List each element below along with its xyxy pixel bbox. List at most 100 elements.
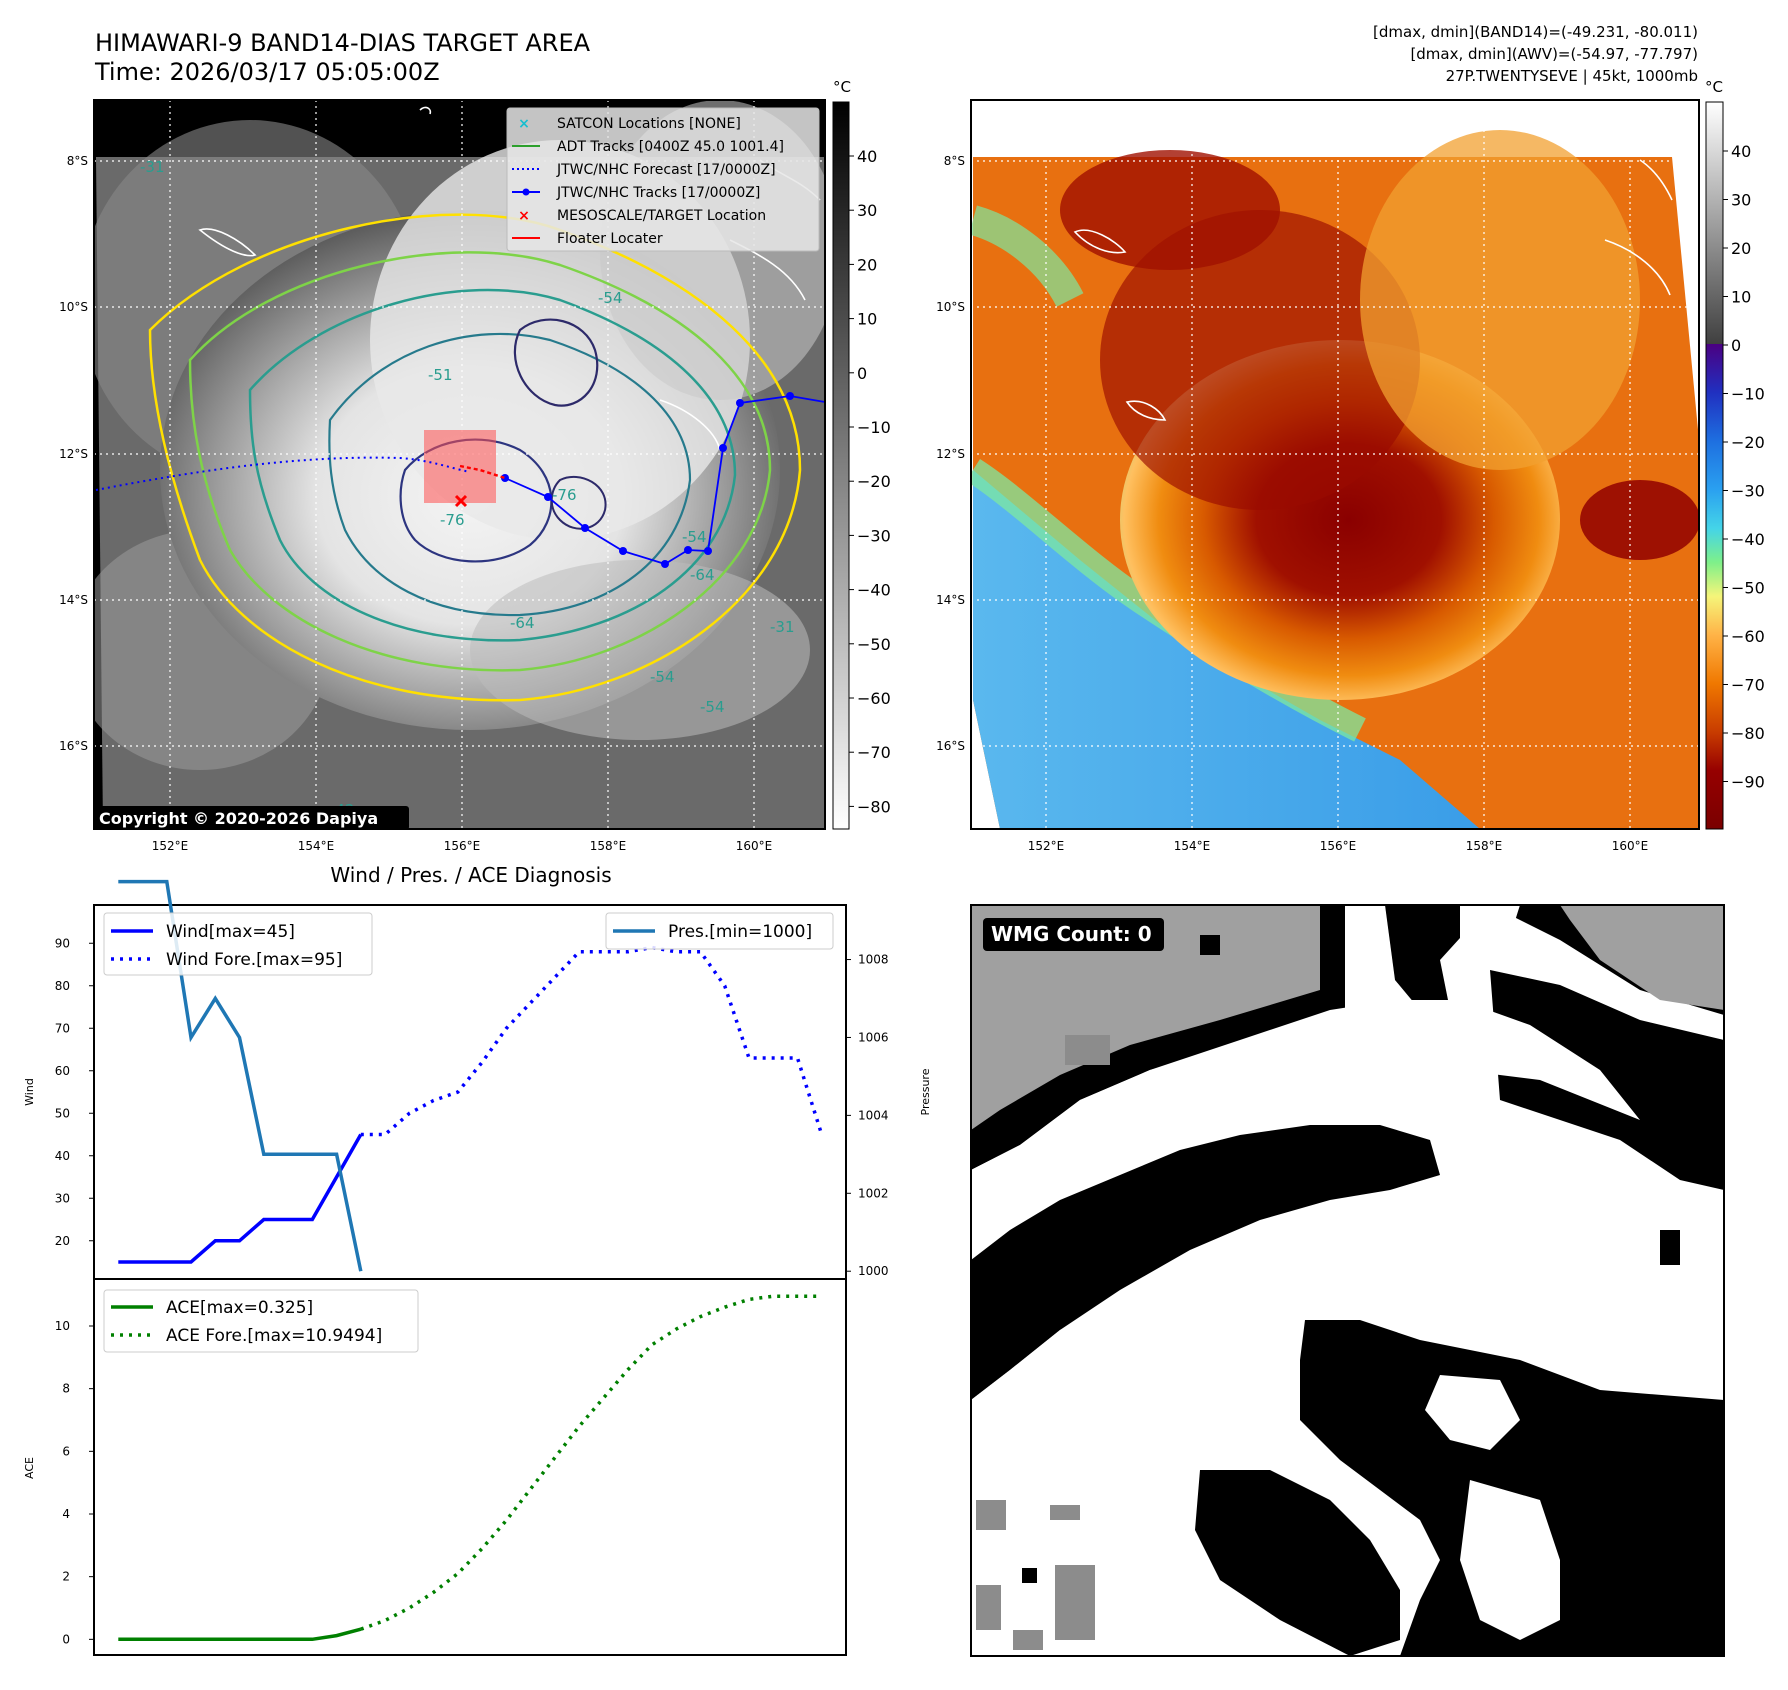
colorbar-color-tick: −20 — [1731, 433, 1765, 452]
colorbar-color-tick: 40 — [1731, 142, 1751, 161]
colorbar-grayscale: °C 40 30 20 10 0 −10 −20 −30 −40 −50 −60 −70 −80 — [832, 78, 891, 830]
colorbar-gray-tick: 10 — [857, 310, 877, 329]
wind-ytick-label: 70 — [55, 1021, 70, 1035]
series-line — [360, 945, 824, 1137]
figure-title: HIMAWARI-9 BAND14-DIAS TARGET AREA — [95, 29, 591, 57]
colorbar-gray-tick: −60 — [857, 689, 891, 708]
colorbar-gray-tick: 0 — [857, 364, 867, 383]
info-line-band14: [dmax, dmin](BAND14)=(-49.231, -80.011) — [1373, 23, 1698, 41]
info-line-storm: 27P.TWENTYSEVE | 45kt, 1000mb — [1446, 67, 1698, 85]
colorbar-gray-tick: −20 — [857, 472, 891, 491]
pressure-axis-label: Pressure — [919, 1068, 932, 1115]
lon-tick-label: 154°E — [298, 839, 335, 853]
legend-item: ADT Tracks [0400Z 45.0 1001.4] — [512, 139, 784, 155]
legend-item: JTWC/NHC Forecast [17/0000Z] — [512, 162, 776, 178]
ace-ytick-label: 6 — [62, 1444, 70, 1458]
legend-label: Floater Locater — [557, 231, 663, 247]
colorbar-color-tick: 0 — [1731, 336, 1741, 355]
ace-ytick-label: 8 — [62, 1382, 70, 1396]
legend-item: JTWC/NHC Tracks [17/0000Z] — [512, 185, 760, 201]
colorbar-gray-tick: −10 — [857, 418, 891, 437]
pressure-ytick-label: 1006 — [858, 1030, 889, 1044]
figure-time: Time: 2026/03/17 05:05:00Z — [94, 58, 440, 86]
contour-label: -54 — [682, 528, 707, 546]
map-color-panel — [970, 99, 1700, 830]
wind-axis-label: Wind — [23, 1078, 36, 1106]
colorbar-color-tick: −40 — [1731, 530, 1765, 549]
contour-label: -64 — [690, 566, 715, 584]
lon-tick-label: 152°E — [1028, 839, 1065, 853]
legend-label: MESOSCALE/TARGET Location — [557, 208, 766, 224]
lon-tick-label: 156°E — [444, 839, 481, 853]
colorbar-gray-tick: −50 — [857, 635, 891, 654]
colorbar-gray-tick: −40 — [857, 581, 891, 600]
colorbar-gray-unit: °C — [833, 78, 851, 96]
ace-ytick-label: 4 — [62, 1507, 70, 1521]
legend-wind: Wind[max=45] — [166, 922, 295, 942]
wmg-panel: WMG Count: 0 — [970, 904, 1725, 1657]
lat-tick-label: 14°S — [59, 593, 88, 607]
ace-ytick-label: 10 — [55, 1319, 70, 1333]
wind-ytick-label: 60 — [55, 1064, 70, 1078]
map-grayscale-panel: -31-51-54-64-76-54-76-64-54-31-54-42 ×SA… — [93, 99, 826, 830]
wmg-count-label: WMG Count: 0 — [991, 922, 1152, 946]
target-marker-icon: × — [518, 208, 530, 224]
contour-label: -76 — [552, 486, 577, 504]
ace-ytick-label: 2 — [62, 1570, 70, 1584]
colorbar-gray-tick: −30 — [857, 526, 891, 545]
colorbar-color: °C 40 30 20 10 0 −10 −20 −30 −40 −50 −60 −70 −80 −90 — [1705, 78, 1765, 830]
contour-label: -54 — [700, 698, 725, 716]
lon-tick-label: 158°E — [1466, 839, 1503, 853]
contour-label: -51 — [428, 366, 453, 384]
colorbar-color-tick: 30 — [1731, 191, 1751, 210]
colorbar-gray-tick: 30 — [857, 201, 877, 220]
colorbar-gray-tick: 40 — [857, 147, 877, 166]
legend-ace: ACE[max=0.325] — [166, 1298, 313, 1318]
colorbar-gray-tick: 20 — [857, 255, 877, 274]
ace-chart: 0 2 4 6 8 10 ACE ACE[max=0.325] ACE Fore.[max… — [23, 1278, 847, 1656]
legend-item: × SATCON Locations [NONE] — [518, 116, 741, 132]
lon-tick-label: 160°E — [1612, 839, 1649, 853]
legend-label: SATCON Locations [NONE] — [557, 116, 741, 132]
pressure-legend: Pres.[min=1000] — [605, 912, 834, 950]
colorbar-color-tick: −10 — [1731, 385, 1765, 404]
lon-tick-label: 158°E — [590, 839, 627, 853]
colorbar-color-tick: −90 — [1731, 773, 1765, 792]
pressure-ytick-label: 1000 — [858, 1264, 889, 1278]
lat-tick-label: 10°S — [936, 300, 965, 314]
contour-label: -31 — [140, 158, 165, 176]
lon-tick-label: 156°E — [1320, 839, 1357, 853]
map-legend: × SATCON Locations [NONE] ADT Tracks [0400… — [506, 107, 820, 252]
colorbar-color-tick: −30 — [1731, 482, 1765, 501]
legend-label: ADT Tracks [0400Z 45.0 1001.4] — [557, 139, 784, 155]
ace-ytick-label: 0 — [62, 1632, 70, 1646]
wind-ytick-label: 30 — [55, 1191, 70, 1205]
pressure-ytick-label: 1004 — [858, 1108, 889, 1122]
colorbar-color-tick: 20 — [1731, 239, 1751, 258]
wind-ytick-label: 40 — [55, 1149, 70, 1163]
legend-item: × MESOSCALE/TARGET Location — [518, 208, 766, 224]
ace-axis-label: ACE — [23, 1457, 36, 1479]
lat-tick-label: 16°S — [59, 739, 88, 753]
copyright-label: Copyright © 2020-2026 Dapiya — [99, 809, 378, 828]
colorbar-color-tick: −60 — [1731, 627, 1765, 646]
wind-legend: Wind[max=45] Wind Fore.[max=95] — [103, 912, 373, 976]
satcon-marker-icon: × — [518, 116, 530, 132]
legend-label: JTWC/NHC Tracks [17/0000Z] — [556, 185, 760, 201]
contour-label: -76 — [440, 511, 465, 529]
colorbar-color-unit: °C — [1705, 78, 1723, 96]
contour-label: -31 — [770, 618, 795, 636]
colorbar-gray-tick: −80 — [857, 797, 891, 816]
contour-labels: -31-51-54-64-76-54-76-64-54-31-54-42 — [140, 158, 795, 819]
pressure-ytick-label: 1002 — [858, 1186, 889, 1200]
wind-ytick-label: 20 — [55, 1234, 70, 1248]
legend-dot-icon — [522, 188, 530, 196]
wind-pressure-chart: 20 30 40 50 60 70 80 90 1000 1002 1004 1006 1008 Win… — [23, 879, 932, 1280]
wind-ytick-label: 90 — [55, 936, 70, 950]
colorbar-color-tick: −70 — [1731, 676, 1765, 695]
contour-label: -64 — [510, 614, 535, 632]
lat-tick-label: 12°S — [936, 447, 965, 461]
wind-ytick-label: 80 — [55, 979, 70, 993]
pressure-ytick-label: 1008 — [858, 953, 889, 967]
